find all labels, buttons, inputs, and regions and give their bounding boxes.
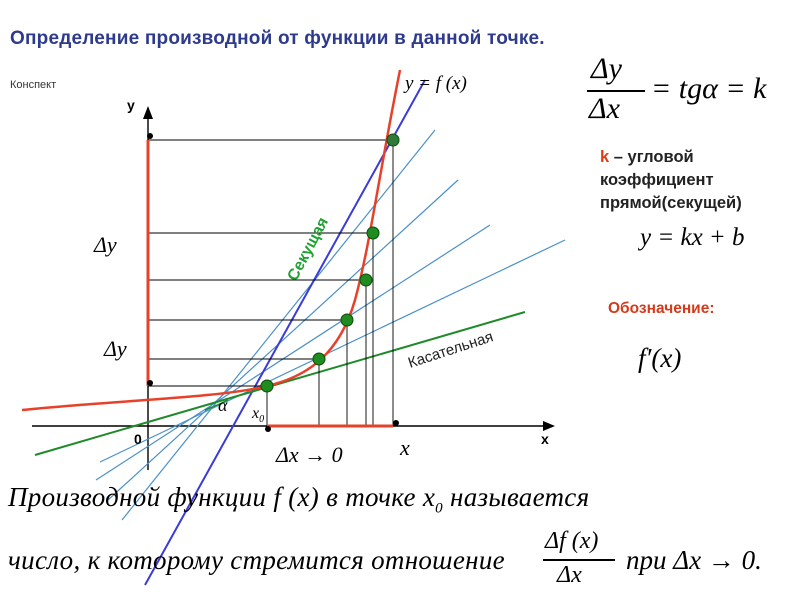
point-3 — [359, 273, 373, 287]
y-axis-arrow — [143, 106, 153, 119]
x-axis-label: x — [541, 431, 549, 447]
definition-line-1: Производной функции f (x) в точке x0 наз… — [8, 482, 590, 517]
linear-formula: y = kx + b — [640, 224, 745, 251]
origin-label: 0 — [134, 431, 142, 447]
notation-label: Обозначение: — [608, 300, 715, 317]
tangent-label: Касательная — [406, 328, 495, 372]
ratio-formula: Δy Δx = tgα = k — [585, 52, 785, 132]
helper-lines — [148, 139, 394, 426]
k-description: k – угловой коэффициент прямой(секущей) — [600, 146, 742, 215]
fraction-numerator: Δf (x) — [545, 528, 599, 554]
fraction-denominator: Δx — [557, 562, 582, 588]
ratio-rhs: = tgα = k — [651, 72, 767, 105]
function-label: y = f (x) — [403, 73, 467, 94]
k-text-1: – угловой — [609, 148, 694, 166]
ratio-denominator: Δx — [589, 92, 620, 125]
delta-y-label-1: Δy — [93, 232, 117, 257]
angle-arc — [204, 399, 229, 411]
ratio-numerator: Δy — [591, 52, 622, 85]
x0-label: x0 — [251, 405, 264, 425]
definition-fraction: Δf (x) Δx — [543, 528, 618, 600]
k-text-3: прямой(секущей) — [600, 194, 742, 212]
point-5 — [386, 133, 400, 147]
subtitle: Конспект — [10, 79, 57, 91]
dx-limit-label: Δx → 0 — [275, 442, 343, 467]
alpha-label: α — [218, 395, 228, 415]
point-1 — [312, 352, 326, 366]
y-axis-label: y — [127, 97, 135, 113]
secant-fan — [95, 129, 566, 521]
x-point-label: x — [399, 435, 410, 460]
definition-line-2: число, к которому стремится отношение — [8, 545, 505, 575]
point-m0 — [260, 379, 274, 393]
page-title: Определение производной от функции в дан… — [10, 28, 545, 49]
k-letter: k — [600, 148, 610, 166]
point-2 — [340, 313, 354, 327]
point-4 — [366, 226, 380, 240]
axis-dots — [147, 133, 399, 432]
secant-label: Секущая — [285, 215, 333, 284]
fraction-bar — [543, 559, 615, 561]
curve-points — [260, 133, 400, 393]
definition-line-2-end: при Δx → 0. — [626, 545, 762, 575]
k-text-2: коэффициент — [600, 171, 714, 189]
delta-y-label-2: Δy — [103, 336, 127, 361]
notation-formula: f′(x) — [638, 343, 682, 373]
secant-line — [144, 79, 426, 586]
ratio-bar — [587, 90, 645, 92]
x-axis-arrow — [543, 421, 555, 431]
